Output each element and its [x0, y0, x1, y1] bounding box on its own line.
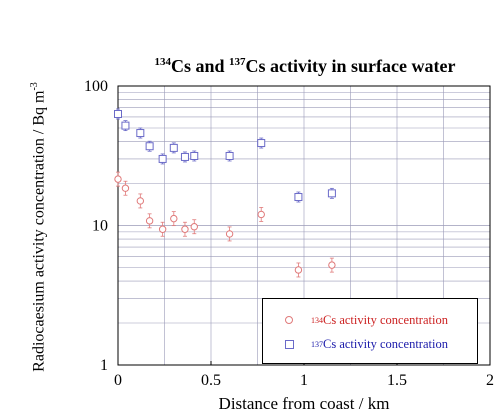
legend: 134 Cs activity concentration 137 Cs activ… — [262, 298, 478, 364]
data-point-cs137 — [158, 154, 167, 163]
data-point-cs134 — [136, 197, 145, 205]
y-tick-label: 1 — [100, 357, 108, 374]
data-point-cs134 — [121, 184, 130, 192]
data-point-cs137 — [294, 193, 303, 202]
data-point-cs137 — [327, 189, 336, 198]
data-point-cs137 — [169, 143, 178, 152]
data-point-cs137 — [145, 142, 154, 151]
data-point-cs134 — [181, 225, 189, 233]
data-point-cs134 — [294, 266, 303, 274]
data-point-cs137 — [257, 139, 266, 148]
y-tick-label: 10 — [92, 218, 108, 235]
data-point-cs134 — [190, 223, 198, 231]
x-tick-label: 1 — [300, 372, 308, 389]
chart-title: 134Cs and 137Cs activity in surface wate… — [154, 56, 456, 76]
data-point-cs134 — [158, 225, 167, 233]
data-point-cs137 — [114, 109, 122, 118]
data-point-cs137 — [190, 151, 199, 160]
data-point-cs137 — [136, 129, 145, 138]
x-tick-label: 2 — [486, 372, 494, 389]
legend-entry-cs137: 137 Cs activity concentration — [277, 335, 448, 353]
data-point-cs137 — [121, 121, 130, 130]
data-point-cs134 — [114, 175, 122, 183]
data-point-cs134 — [225, 230, 234, 238]
square-marker-icon — [277, 339, 301, 349]
data-point-cs134 — [257, 210, 265, 219]
data-point-cs134 — [170, 214, 178, 223]
x-tick-label: 0 — [114, 372, 122, 389]
data-point-cs137 — [180, 152, 189, 161]
x-tick-label: 0.5 — [201, 372, 221, 389]
legend-entry-cs134: 134 Cs activity concentration — [277, 311, 448, 329]
x-tick-label: 1.5 — [387, 372, 407, 389]
circle-marker-icon — [277, 316, 301, 324]
y-axis-label: Radiocaesium activity concentration / Bq… — [29, 82, 48, 372]
data-point-cs137 — [225, 151, 234, 160]
x-axis-label: Distance from coast / km — [218, 394, 390, 413]
data-point-cs134 — [328, 261, 336, 269]
data-point-cs134 — [145, 217, 154, 225]
y-tick-label: 100 — [84, 78, 108, 95]
